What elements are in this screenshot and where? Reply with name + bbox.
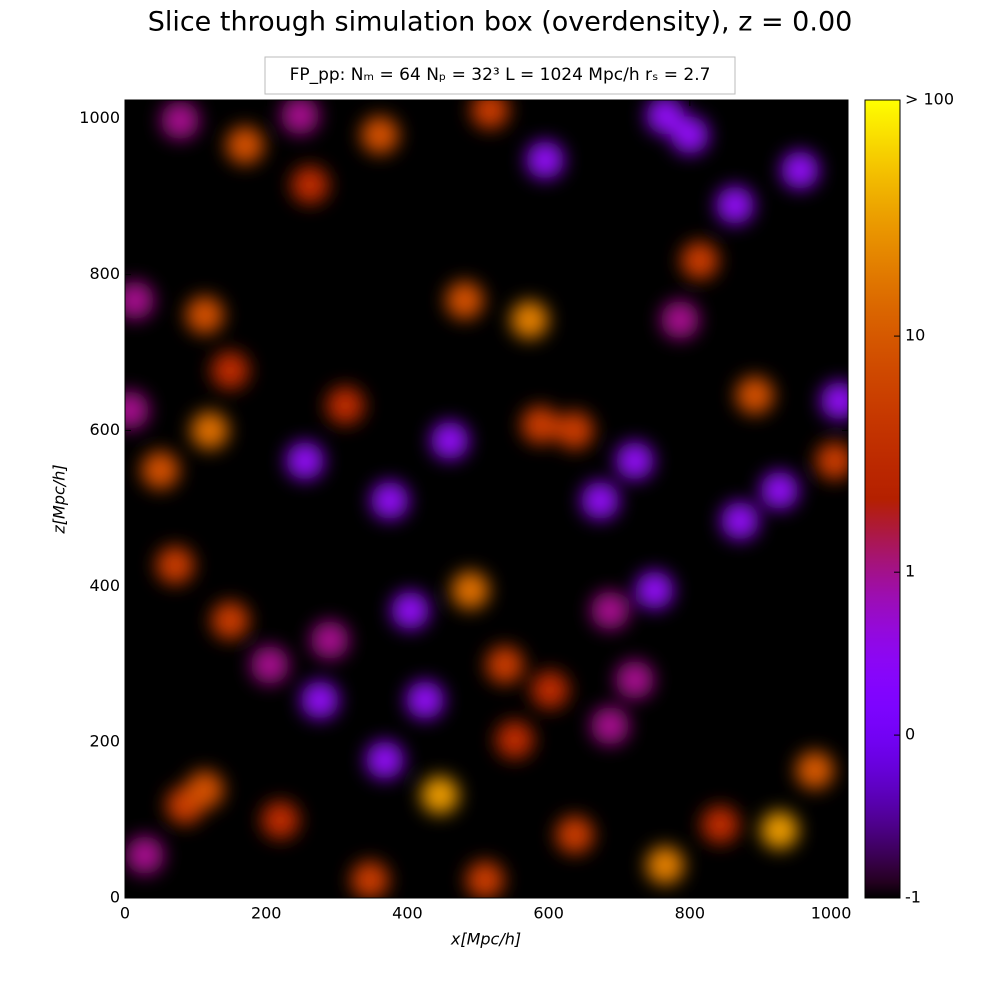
density-blob [190, 411, 229, 450]
density-blob [370, 481, 409, 520]
density-blob [125, 281, 154, 320]
density-blob [815, 441, 848, 480]
density-blob [615, 441, 654, 480]
density-blob [360, 116, 399, 155]
density-blob [591, 706, 630, 745]
y-tick-label: 400 [89, 576, 120, 595]
density-blob [646, 846, 685, 885]
density-blob [555, 815, 594, 854]
density-blob [290, 165, 329, 204]
density-blob [161, 101, 200, 140]
density-blob [526, 141, 565, 180]
x-axis-label: x[Mpc/h] [450, 930, 521, 949]
density-blob [351, 861, 389, 898]
density-blob [391, 591, 430, 630]
density-blob [820, 381, 848, 420]
density-blob [286, 441, 325, 480]
density-blob [226, 126, 265, 165]
density-blob [211, 601, 250, 640]
x-tick-label: 600 [533, 904, 564, 923]
density-blob [521, 405, 560, 444]
density-blob [720, 501, 759, 540]
colorbar-tick-label: -1 [905, 888, 921, 907]
density-blob [716, 186, 755, 225]
density-blob [185, 296, 224, 335]
density-blob [635, 571, 674, 610]
density-blob [451, 571, 490, 610]
x-tick-label: 1000 [811, 904, 852, 923]
density-blob [141, 451, 180, 490]
y-axis-label: z[Mpc/h] [50, 464, 69, 534]
density-blob [735, 376, 774, 415]
x-tick-label: 400 [392, 904, 423, 923]
density-blob [430, 421, 469, 460]
density-blob [471, 100, 510, 130]
density-blob [250, 645, 289, 684]
heatmap-field [125, 100, 848, 898]
colorbar-tick-label: 0 [905, 725, 915, 744]
density-blob [406, 681, 445, 720]
density-blob [555, 411, 594, 450]
x-tick-label: 0 [120, 904, 130, 923]
x-tick-label: 200 [251, 904, 282, 923]
density-blob [300, 681, 339, 720]
density-blob [760, 811, 799, 850]
density-blob [185, 770, 224, 809]
subtitle: FP_pp: Nₘ = 64 Nₚ = 32³ L = 1024 Mpc/h r… [290, 65, 711, 85]
density-blob [485, 645, 524, 684]
x-tick-label: 800 [675, 904, 706, 923]
y-tick-label: 200 [89, 732, 120, 751]
y-tick-label: 600 [89, 420, 120, 439]
density-blob [310, 621, 349, 660]
density-blob [701, 805, 740, 844]
density-blob [281, 100, 320, 135]
density-blob [445, 281, 484, 320]
legend-box [264, 56, 736, 95]
density-blob [125, 836, 164, 875]
chart-title: Slice through simulation box (overdensit… [148, 7, 853, 38]
density-blob [510, 300, 549, 339]
density-blob [466, 861, 505, 898]
density-blob [326, 386, 365, 425]
density-blob [365, 741, 404, 780]
density-blob [495, 720, 534, 759]
density-blob [680, 241, 719, 280]
plot-area [125, 100, 848, 898]
density-blob [660, 300, 699, 339]
density-blob [125, 391, 149, 430]
density-blob [760, 471, 799, 510]
density-blob [591, 591, 630, 630]
density-blob [531, 670, 570, 709]
colorbar-tick-label: 10 [905, 326, 925, 345]
density-blob [670, 116, 709, 155]
colorbar-tick-label: 1 [905, 562, 915, 581]
colorbar [864, 99, 901, 899]
density-blob [211, 351, 250, 390]
plot-frame [124, 99, 849, 899]
y-tick-label: 800 [89, 264, 120, 283]
density-blob [780, 151, 819, 190]
y-tick-label: 0 [110, 888, 120, 907]
density-blob [615, 660, 654, 699]
y-tick-label: 1000 [79, 108, 120, 127]
density-blob [156, 546, 195, 585]
density-blob [261, 801, 300, 840]
colorbar-tick-label: > 100 [905, 90, 954, 109]
density-blob [420, 776, 459, 815]
density-blob [581, 481, 620, 520]
density-blob [795, 751, 834, 790]
